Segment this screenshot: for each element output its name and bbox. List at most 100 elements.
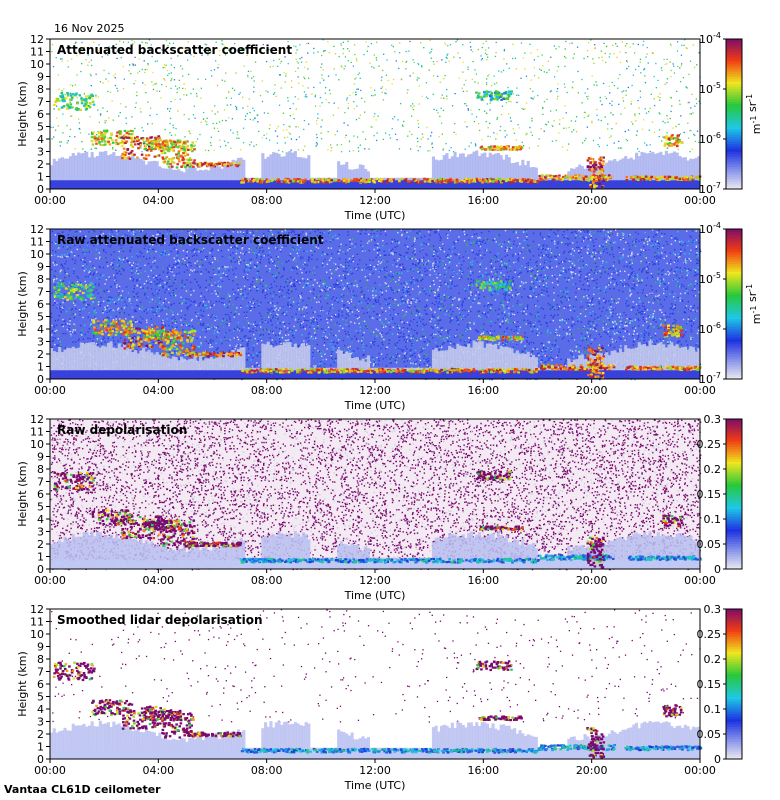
y-tick-label: 9: [37, 641, 44, 654]
y-tick-label: 1: [37, 361, 44, 374]
x-axis-label: Time (UTC): [344, 209, 406, 222]
x-tick-label: 00:00: [34, 574, 66, 587]
x-tick-label: 04:00: [142, 384, 174, 397]
colorbar-tick-label: 0.25: [697, 438, 722, 451]
y-tick-label: 3: [37, 716, 44, 729]
y-tick-label: 10: [30, 628, 44, 641]
panel-title: Attenuated backscatter coefficient: [57, 43, 292, 57]
x-tick-label: 12:00: [359, 384, 391, 397]
y-tick-label: 4: [37, 703, 44, 716]
y-tick-label: 10: [30, 438, 44, 451]
y-tick-label: 11: [30, 46, 44, 59]
x-tick-label: 16:00: [467, 764, 499, 777]
y-tick-label: 3: [37, 146, 44, 159]
x-tick-label: 12:00: [359, 764, 391, 777]
y-tick-label: 4: [37, 323, 44, 336]
colorbar: 10-710-610-510-4m-1 sr-1: [699, 31, 763, 196]
y-axis-label: Height (km): [16, 81, 29, 147]
colorbar: 00.050.10.150.20.250.3: [697, 603, 743, 766]
y-tick-label: 6: [37, 488, 44, 501]
y-tick-label: 2: [37, 728, 44, 741]
colorbar: 10-710-610-510-4m-1 sr-1: [699, 221, 763, 386]
y-tick-label: 11: [30, 616, 44, 629]
y-tick-label: 1: [37, 741, 44, 754]
x-tick-label: 12:00: [359, 194, 391, 207]
y-tick-label: 10: [30, 248, 44, 261]
colorbar-tick-label: 10-7: [699, 371, 721, 386]
y-tick-label: 12: [30, 223, 44, 236]
x-tick-label: 00:00: [34, 194, 66, 207]
colorbar: 00.050.10.150.20.250.3: [697, 413, 743, 576]
colorbar-tick-label: 0.05: [697, 728, 722, 741]
x-tick-label: 12:00: [359, 574, 391, 587]
x-tick-label: 00:00: [34, 764, 66, 777]
x-tick-label: 00:00: [34, 384, 66, 397]
x-tick-label: 16:00: [467, 194, 499, 207]
panel-title: Smoothed lidar depolarisation: [57, 613, 263, 627]
colorbar-tick-label: 0.3: [704, 413, 722, 426]
y-tick-label: 8: [37, 653, 44, 666]
x-axis-label: Time (UTC): [344, 779, 406, 792]
y-tick-label: 11: [30, 426, 44, 439]
y-tick-label: 2: [37, 348, 44, 361]
x-tick-label: 08:00: [251, 384, 283, 397]
heatmap-field: [50, 419, 701, 570]
y-tick-label: 9: [37, 71, 44, 84]
y-tick-label: 10: [30, 58, 44, 71]
x-tick-label: 16:00: [467, 574, 499, 587]
x-tick-label: 20:00: [576, 194, 608, 207]
colorbar-tick-label: 10-5: [699, 271, 721, 286]
y-tick-label: 5: [37, 501, 44, 514]
colorbar-tick-label: 0.25: [697, 628, 722, 641]
y-tick-label: 1: [37, 171, 44, 184]
y-tick-label: 3: [37, 336, 44, 349]
panel-title: Raw depolarisation: [57, 423, 187, 437]
colorbar-tick-label: 0.15: [697, 488, 722, 501]
y-tick-label: 5: [37, 121, 44, 134]
x-tick-label: 00:00: [684, 764, 716, 777]
y-axis-label: Height (km): [16, 271, 29, 337]
y-tick-label: 3: [37, 526, 44, 539]
colorbar-unit: m-1 sr-1: [745, 94, 763, 134]
y-tick-label: 11: [30, 236, 44, 249]
colorbar-tick-label: 0.1: [704, 703, 722, 716]
colorbar-tick-label: 10-4: [699, 221, 721, 236]
y-tick-label: 1: [37, 551, 44, 564]
colorbar-unit: m-1 sr-1: [745, 284, 763, 324]
y-tick-label: 12: [30, 413, 44, 426]
y-tick-label: 7: [37, 286, 44, 299]
y-tick-label: 5: [37, 311, 44, 324]
x-tick-label: 20:00: [576, 764, 608, 777]
y-tick-label: 6: [37, 298, 44, 311]
heatmap-field: [50, 229, 701, 380]
y-tick-label: 6: [37, 108, 44, 121]
y-tick-label: 7: [37, 96, 44, 109]
x-tick-label: 04:00: [142, 764, 174, 777]
y-tick-label: 7: [37, 666, 44, 679]
x-tick-label: 04:00: [142, 574, 174, 587]
x-tick-label: 20:00: [576, 384, 608, 397]
y-tick-label: 2: [37, 158, 44, 171]
y-tick-label: 9: [37, 451, 44, 464]
colorbar-tick-label: 10-6: [699, 131, 721, 146]
y-tick-label: 2: [37, 538, 44, 551]
y-tick-label: 7: [37, 476, 44, 489]
y-tick-label: 8: [37, 83, 44, 96]
y-axis-label: Height (km): [16, 461, 29, 527]
y-tick-label: 8: [37, 273, 44, 286]
y-tick-label: 4: [37, 513, 44, 526]
colorbar-tick-label: 0.15: [697, 678, 722, 691]
colorbar-tick-label: 10-4: [699, 31, 721, 46]
x-axis-label: Time (UTC): [344, 589, 406, 602]
y-axis-label: Height (km): [16, 651, 29, 717]
x-tick-label: 08:00: [251, 574, 283, 587]
y-tick-label: 6: [37, 678, 44, 691]
instrument-label: Vantaa CL61D ceilometer: [4, 783, 161, 796]
panel-title: Raw attenuated backscatter coefficient: [57, 233, 324, 247]
y-tick-label: 12: [30, 603, 44, 616]
colorbar-tick-label: 10-5: [699, 81, 721, 96]
